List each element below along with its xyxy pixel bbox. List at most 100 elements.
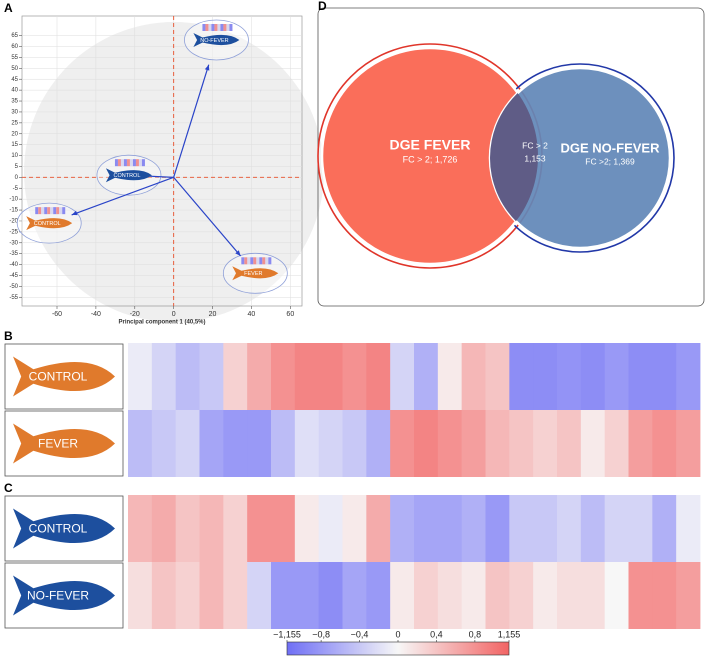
- heat-cell: [175, 562, 200, 629]
- heat-cell: [342, 495, 367, 562]
- heat-cell: [199, 410, 224, 477]
- x-tick-label: 0: [172, 311, 176, 318]
- arrow: [71, 176, 174, 216]
- sample-strip: [229, 23, 233, 31]
- heat-cell: [676, 495, 701, 562]
- heat-cell: [390, 410, 415, 477]
- heat-cell: [509, 410, 534, 477]
- colorbar-tick-label: 1,155: [498, 629, 521, 639]
- heat-cell: [175, 343, 200, 410]
- sample-strip: [256, 257, 260, 265]
- arrow-head: [71, 210, 78, 216]
- panel-label: B: [4, 329, 13, 343]
- y-tick-label: -15: [9, 208, 18, 214]
- heat-cell: [199, 562, 224, 629]
- row-fish: [13, 423, 115, 464]
- heat-cell: [580, 495, 606, 562]
- y-tick-label: -5: [13, 186, 19, 192]
- heat-cell: [414, 495, 439, 562]
- sample-strip: [135, 159, 139, 167]
- heat-cell: [628, 410, 653, 477]
- heat-cell: [128, 495, 153, 562]
- heat-cell: [485, 562, 510, 629]
- colorbar-tick-label: −0,8: [312, 629, 330, 639]
- heat-cell: [294, 343, 320, 410]
- heat-cell: [414, 410, 439, 477]
- panel-label: D: [318, 0, 327, 13]
- heat-cell: [676, 562, 701, 629]
- heat-cell: [652, 343, 677, 410]
- heat-cell: [628, 495, 653, 562]
- point: [193, 33, 240, 47]
- heat-cell: [271, 562, 296, 629]
- heat-cell: [604, 562, 629, 629]
- y-tick-label: 20: [11, 131, 18, 137]
- y-tick-label: 5: [15, 164, 19, 170]
- heat-cell: [580, 410, 606, 477]
- heat-cell: [461, 562, 486, 629]
- arrow-head: [204, 64, 210, 71]
- y-tick-label: 10: [11, 153, 18, 159]
- x-axis-label: Principal component 1 (40,5%): [118, 320, 205, 326]
- point-label: FEVER: [244, 271, 262, 277]
- heat-cell: [533, 343, 558, 410]
- y-tick-label: 45: [11, 77, 18, 83]
- y-tick-label: 30: [11, 110, 18, 116]
- y-tick-label: -30: [9, 240, 18, 246]
- heat-cell: [366, 562, 391, 629]
- sample-strip: [208, 23, 212, 31]
- sample-strip: [35, 207, 39, 215]
- heat-cell: [247, 410, 272, 477]
- row-fish: [13, 508, 115, 549]
- sample-strip: [247, 257, 251, 265]
- heat-cell: [151, 562, 177, 629]
- y-tick-label: -55: [9, 295, 18, 301]
- set-detail: FC > 2; 1,726: [403, 154, 458, 164]
- heat-cell: [604, 410, 629, 477]
- point-label: CONTROL: [113, 173, 140, 179]
- arrow: [173, 64, 210, 178]
- heat-cell: [271, 343, 296, 410]
- x-tick-label: -60: [52, 311, 62, 318]
- heat-cell: [390, 495, 415, 562]
- colorbar-tick-label: −1,155: [273, 629, 301, 639]
- heat-cell: [199, 343, 224, 410]
- heat-cell: [485, 410, 510, 477]
- sample-strip: [138, 159, 142, 167]
- heat-cell: [485, 343, 510, 410]
- panel-label: C: [4, 481, 13, 495]
- sample-strip: [265, 257, 269, 265]
- heat-cell: [175, 410, 200, 477]
- heat-cell: [390, 343, 415, 410]
- sample-strip: [53, 207, 57, 215]
- sample-strip: [41, 207, 45, 215]
- heat-cell: [390, 562, 415, 629]
- heat-cell: [271, 410, 296, 477]
- heat-cell: [557, 410, 582, 477]
- y-tick-label: 60: [11, 44, 18, 50]
- row-label: CONTROL: [29, 370, 88, 384]
- heat-cell: [223, 562, 248, 629]
- heat-cell: [247, 562, 272, 629]
- sample-strip: [253, 257, 257, 265]
- colorbar: [286, 641, 510, 656]
- heat-cell: [151, 495, 177, 562]
- heat-cell: [342, 562, 367, 629]
- heat-cell: [414, 562, 439, 629]
- sample-strip: [132, 159, 136, 167]
- colorbar-tick-label: 0,8: [469, 629, 482, 639]
- heat-cell: [628, 562, 653, 629]
- sample-strip: [205, 23, 209, 31]
- heat-cell: [533, 562, 558, 629]
- y-tick-label: 55: [11, 55, 18, 61]
- row-label: NO-FEVER: [27, 589, 89, 603]
- heat-cell: [652, 410, 677, 477]
- row-fish: [13, 575, 115, 616]
- overlap-name: FC > 2: [522, 140, 548, 150]
- sample-strip: [56, 207, 60, 215]
- overlap-detail: 1,153: [524, 153, 546, 163]
- sample-strip: [259, 257, 263, 265]
- sample-strip: [62, 207, 66, 215]
- heat-cell: [366, 410, 391, 477]
